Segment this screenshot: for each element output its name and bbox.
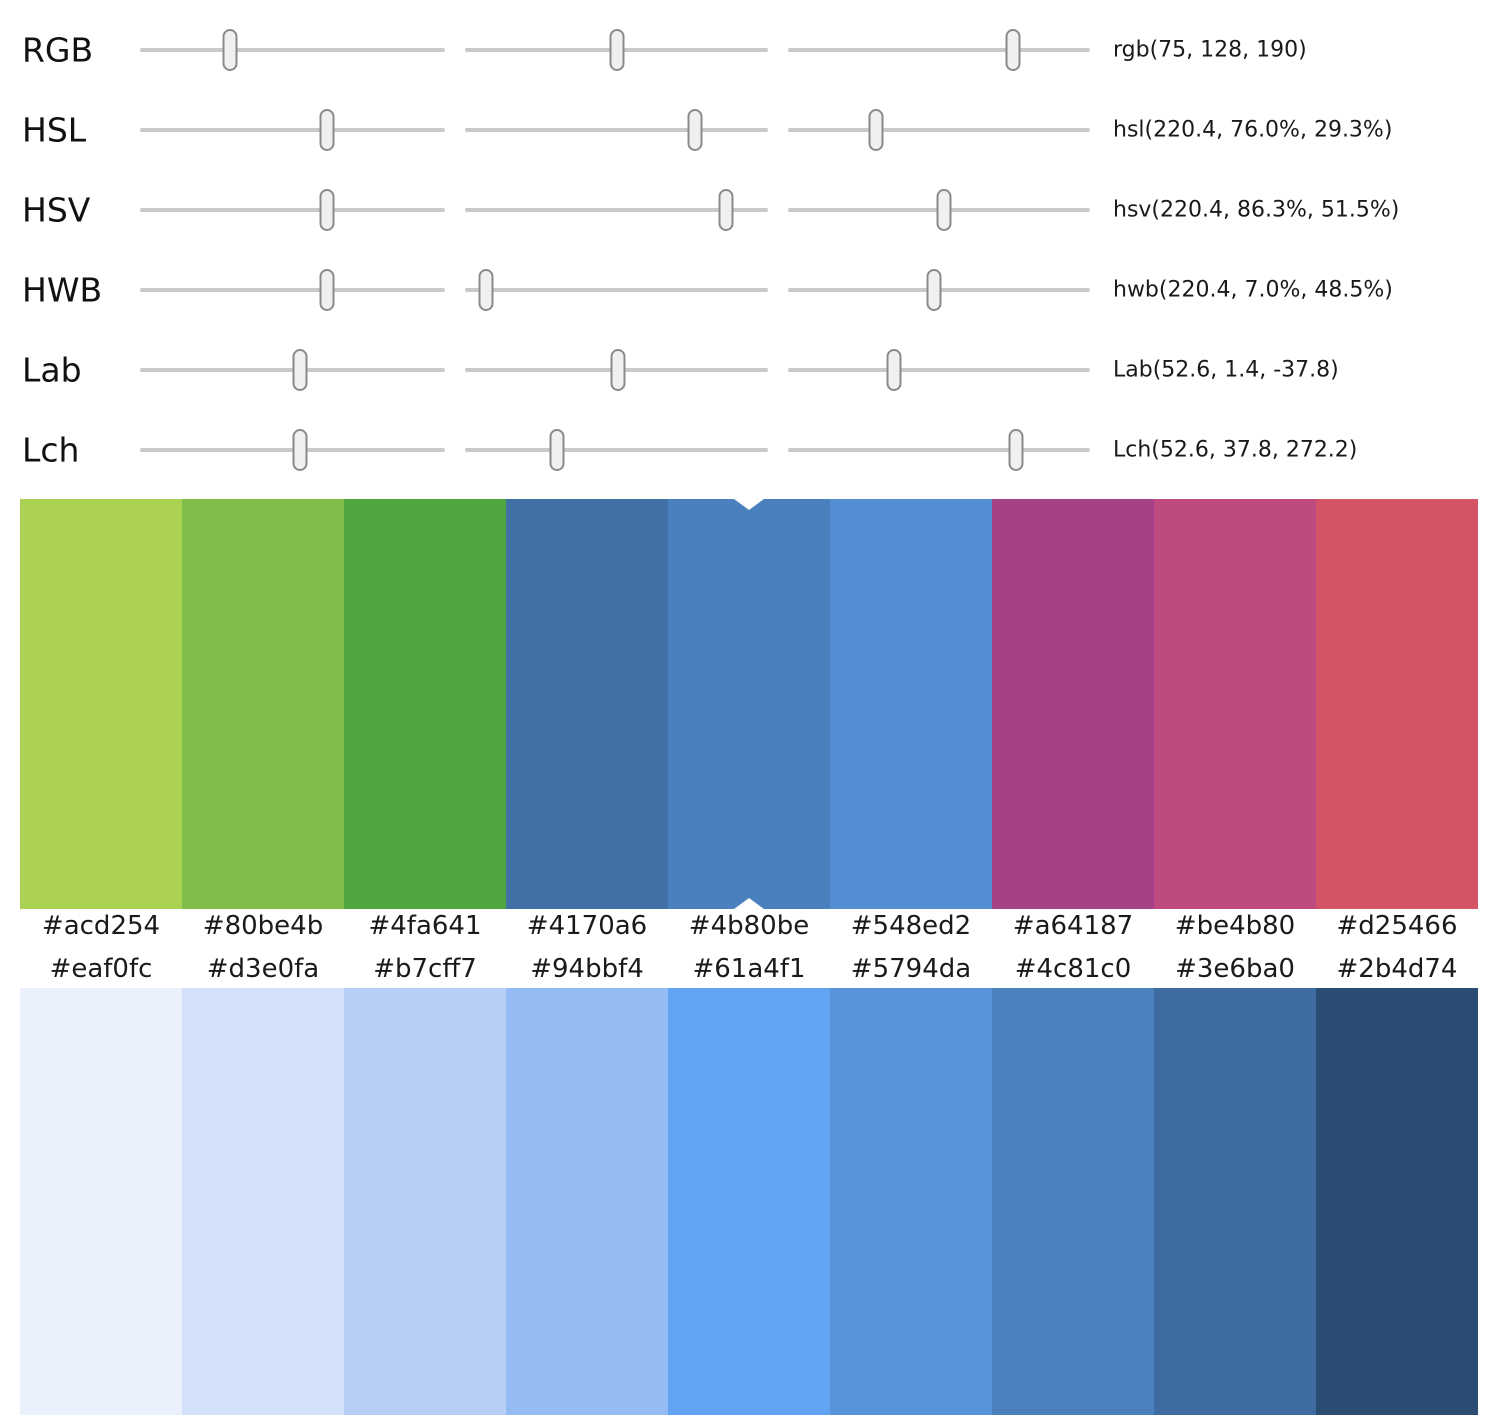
slider-handle-lch-1[interactable] [549,429,564,471]
swatch-hex-label: #61a4f1 [692,954,806,984]
slider-handle-rgb-2[interactable] [1005,29,1021,71]
swatch-4b80be[interactable] [668,499,830,909]
slider-row-label-hwb: HWB [22,270,103,310]
slider-row-label-hsv: HSV [22,190,91,230]
slider-handle-hsl-0[interactable] [319,109,335,151]
swatch-hex-label: #3e6ba0 [1175,954,1295,984]
slider-row-rgb: RGB rgb(75, 128, 190) [0,10,1501,90]
slider-handle-lab-0[interactable] [292,349,308,391]
slider-panel: RGB rgb(75, 128, 190) HSL hsl(220.4, 76.0%,… [0,0,1501,492]
variant-hex-labels: #acd254 #80be4b #4fa641 #4170a6 #4b80be #548e… [20,907,1478,944]
slider-track-hsv-0[interactable] [140,189,445,231]
scale-hex-labels: #eaf0fc #d3e0fa #b7cff7 #94bbf4 #61a4f1 #5794… [20,950,1478,988]
swatch-hex-label: #5794da [850,954,972,984]
slider-row-hsv: HSV hsv(220.4, 86.3%, 51.5%) [0,170,1501,250]
swatch-d3e0fa[interactable] [182,988,344,1415]
swatch-hex-label: #be4b80 [1174,910,1296,941]
swatch-hex-label: #80be4b [202,910,324,941]
slider-row-lab: Lab Lab(52.6, 1.4, -37.8) [0,330,1501,410]
swatch-hex-label: #548ed2 [850,910,972,941]
slider-value-hwb: hwb(220.4, 7.0%, 48.5%) [1113,277,1393,303]
swatch-a64187[interactable] [992,499,1154,909]
selected-swatch-notch-top [734,499,764,510]
swatch-4170a6[interactable] [506,499,668,909]
slider-track-lab-0[interactable] [140,349,445,391]
swatch-80be4b[interactable] [182,499,344,909]
slider-handle-hsv-2[interactable] [936,189,952,231]
swatch-hex-label: #acd254 [41,910,161,941]
variant-palette [20,499,1478,909]
slider-handle-rgb-1[interactable] [609,29,625,71]
slider-track-hwb-1[interactable] [465,269,768,311]
swatch-4c81c0[interactable] [992,988,1154,1415]
swatch-hex-label: #94bbf4 [530,954,644,984]
slider-value-lab: Lab(52.6, 1.4, -37.8) [1113,357,1339,383]
swatch-eaf0fc[interactable] [20,988,182,1415]
slider-row-hsl: HSL hsl(220.4, 76.0%, 29.3%) [0,90,1501,170]
slider-value-hsv: hsv(220.4, 86.3%, 51.5%) [1113,197,1400,223]
slider-track-lab-1[interactable] [465,349,768,391]
swatch-b7cff7[interactable] [344,988,506,1415]
slider-row-hwb: HWB hwb(220.4, 7.0%, 48.5%) [0,250,1501,330]
slider-track-rgb-2[interactable] [788,29,1090,71]
slider-handle-lab-2[interactable] [886,349,902,391]
slider-handle-hwb-2[interactable] [926,269,942,311]
swatch-hex-label: #4170a6 [526,910,648,941]
slider-track-rgb-0[interactable] [140,29,445,71]
slider-track-hsl-2[interactable] [788,109,1090,151]
slider-track-hsl-0[interactable] [140,109,445,151]
slider-row-label-rgb: RGB [22,30,94,70]
slider-row-label-hsl: HSL [22,110,87,150]
swatch-94bbf4[interactable] [506,988,668,1415]
slider-handle-hwb-1[interactable] [478,269,494,311]
swatch-be4b80[interactable] [1154,499,1316,909]
slider-handle-lch-0[interactable] [292,429,308,471]
swatch-d25466[interactable] [1316,499,1478,909]
slider-value-hsl: hsl(220.4, 76.0%, 29.3%) [1113,117,1393,143]
swatch-hex-label: #a64187 [1012,910,1134,941]
swatch-hex-label: #4c81c0 [1014,954,1132,984]
slider-handle-hsv-0[interactable] [319,189,335,231]
slider-handle-hsl-2[interactable] [868,109,884,151]
selected-swatch-notch-bottom [734,898,764,909]
slider-handle-hsv-1[interactable] [718,189,734,231]
slider-track-hsl-1[interactable] [465,109,768,151]
swatch-hex-label: #b7cff7 [373,954,477,984]
slider-handle-lab-1[interactable] [610,349,626,391]
slider-handle-hsl-1[interactable] [687,109,703,151]
swatch-hex-label: #eaf0fc [49,954,153,984]
slider-track-hwb-2[interactable] [788,269,1090,311]
slider-handle-lch-2[interactable] [1008,429,1024,471]
slider-track-rgb-1[interactable] [465,29,768,71]
slider-value-lch: Lch(52.6, 37.8, 272.2) [1113,437,1358,463]
slider-track-lch-1[interactable] [465,429,768,471]
scale-palette [20,988,1478,1415]
swatch-5794da[interactable] [830,988,992,1415]
swatch-61a4f1[interactable] [668,988,830,1415]
swatch-4fa641[interactable] [344,499,506,909]
slider-track-hwb-0[interactable] [140,269,445,311]
slider-row-label-lch: Lch [22,430,80,470]
slider-handle-rgb-0[interactable] [222,29,238,71]
slider-handle-hwb-0[interactable] [319,269,335,311]
slider-row-lch: Lch Lch(52.6, 37.8, 272.2) [0,410,1501,490]
slider-track-hsv-1[interactable] [465,189,768,231]
swatch-548ed2[interactable] [830,499,992,909]
swatch-hex-label: #4fa641 [368,910,482,941]
slider-row-label-lab: Lab [22,350,82,390]
swatch-hex-label: #2b4d74 [1336,954,1458,984]
swatch-3e6ba0[interactable] [1154,988,1316,1415]
swatch-2b4d74[interactable] [1316,988,1478,1415]
slider-track-lch-2[interactable] [788,429,1090,471]
slider-track-lch-0[interactable] [140,429,445,471]
swatch-hex-label: #d25466 [1336,910,1458,941]
swatch-hex-label: #4b80be [688,910,810,941]
swatch-hex-label: #d3e0fa [206,954,320,984]
slider-track-lab-2[interactable] [788,349,1090,391]
swatch-acd254[interactable] [20,499,182,909]
slider-track-hsv-2[interactable] [788,189,1090,231]
slider-value-rgb: rgb(75, 128, 190) [1113,37,1307,63]
